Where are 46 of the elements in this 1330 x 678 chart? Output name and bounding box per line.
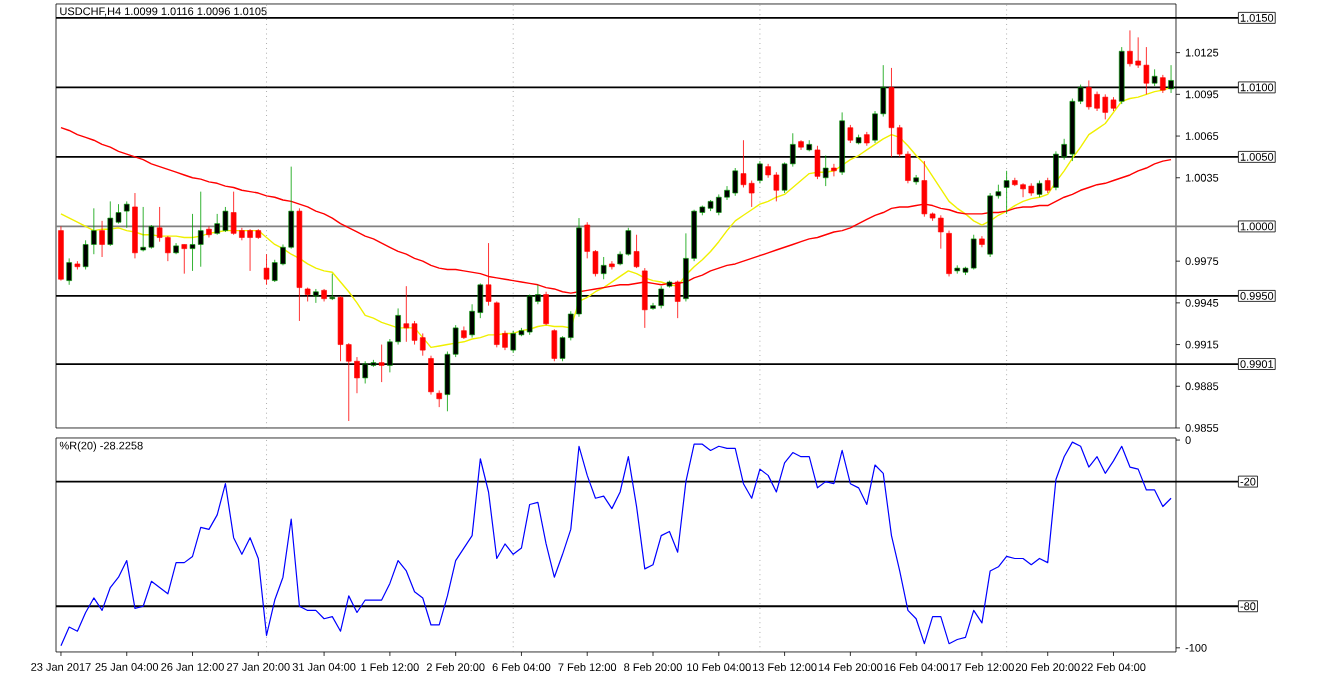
candlestick — [1094, 91, 1100, 112]
candlestick — [181, 244, 188, 275]
candlestick — [1127, 29, 1133, 67]
candlestick — [337, 295, 344, 362]
candlestick — [66, 257, 72, 286]
candlestick — [107, 200, 114, 247]
candlestick — [740, 139, 747, 188]
candlestick — [206, 226, 212, 238]
candlestick — [123, 200, 130, 229]
candlestick — [461, 326, 467, 340]
candlestick — [189, 213, 196, 272]
candlestick — [247, 228, 253, 272]
candlestick — [1143, 46, 1150, 95]
candlestick — [748, 180, 755, 208]
candlestick — [847, 124, 854, 144]
candlestick — [913, 174, 919, 186]
candlestick — [831, 163, 837, 177]
candlestick — [888, 67, 895, 158]
candlestick — [230, 191, 237, 236]
candlestick — [970, 234, 977, 270]
candlestick — [411, 320, 418, 345]
candlestick — [1020, 182, 1026, 198]
candlestick — [1086, 80, 1092, 111]
candlestick — [1160, 74, 1166, 94]
candlestick — [403, 285, 410, 343]
candlestick — [633, 234, 640, 269]
candlestick — [148, 224, 155, 250]
candlestick — [494, 301, 500, 348]
candlestick — [543, 291, 549, 326]
candlestick — [165, 235, 171, 262]
candlestick — [773, 171, 780, 202]
candlestick — [1102, 93, 1109, 120]
candlestick — [378, 344, 385, 383]
candlestick — [600, 256, 607, 280]
candlestick — [732, 167, 738, 197]
candlestick — [197, 191, 204, 268]
candlestick — [428, 355, 434, 396]
candlestick — [814, 145, 821, 180]
candlestick — [263, 253, 270, 286]
candlestick — [921, 160, 928, 218]
candlestick — [132, 192, 138, 259]
candlestick — [222, 206, 229, 233]
candlestick — [1003, 170, 1010, 215]
candlestick — [946, 230, 952, 277]
candlestick — [99, 220, 105, 258]
candlestick — [551, 328, 558, 362]
